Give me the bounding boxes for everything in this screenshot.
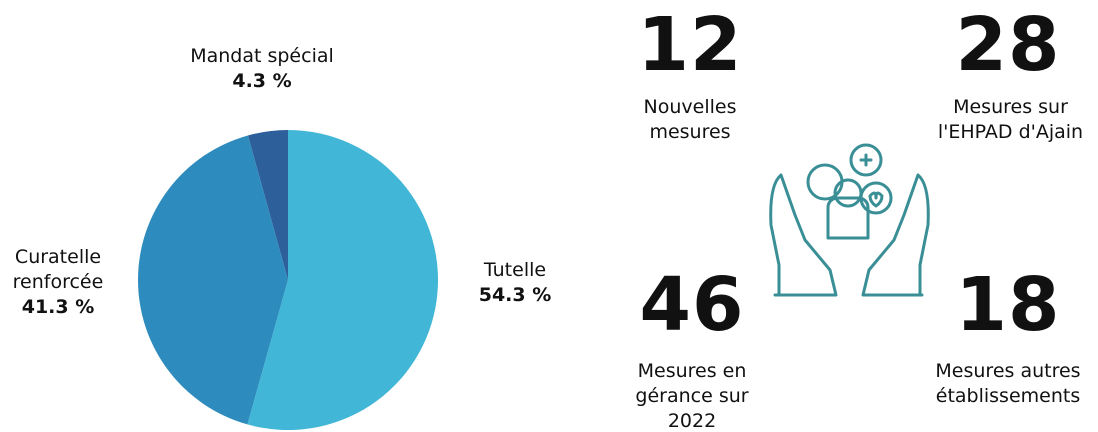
stat-value: 18	[955, 262, 1061, 348]
pie-label: Mandat spécial 4.3 %	[162, 44, 362, 94]
stat-value: 46	[639, 262, 745, 348]
stat-label: Mesures en gérance sur 2022	[635, 360, 749, 432]
pie-label: Tutelle 54.3 %	[465, 258, 565, 308]
value-label: 41.3 %	[21, 296, 95, 318]
category-label: Mandat spécial	[190, 45, 334, 67]
pie-slice	[247, 130, 439, 431]
value-label: 4.3 %	[232, 70, 292, 92]
stat-label: Mesures autres établissements	[935, 360, 1081, 407]
stat-label: Nouvelles mesures	[643, 96, 737, 143]
stat-label: Mesures sur l'EHPAD d'Ajain	[937, 96, 1084, 143]
pie-label: Curatelle renforcée 41.3 %	[8, 245, 108, 320]
stat-value: 28	[955, 2, 1061, 88]
pie-slice	[138, 135, 288, 425]
care-icon	[769, 143, 930, 297]
stat-value: 12	[637, 2, 743, 88]
category-label: Curatelle renforcée	[12, 246, 104, 293]
pie-slice	[247, 130, 288, 280]
category-label: Tutelle	[483, 259, 547, 281]
value-label: 54.3 %	[478, 284, 552, 306]
